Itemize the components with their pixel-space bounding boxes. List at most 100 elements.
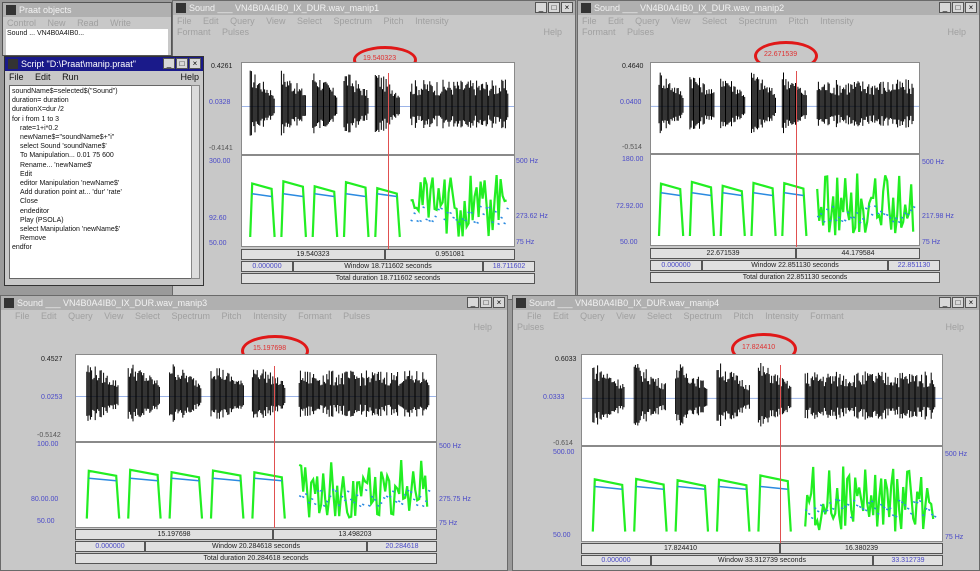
maximize-button[interactable]: □ — [176, 58, 188, 69]
menu-query[interactable]: Query — [635, 16, 660, 26]
window-titlebar[interactable]: Sound ___ VN4B0A4IB0_IX_DUR.wav_manip1 _… — [173, 1, 575, 15]
menu-spectrum[interactable]: Spectrum — [738, 16, 778, 26]
close-button[interactable]: × — [561, 2, 573, 13]
script-text-area[interactable]: soundName$=selected$("Sound") duration= … — [9, 85, 193, 279]
selection-right-box[interactable]: 16.380239 — [780, 543, 943, 554]
menu-edit[interactable]: Edit — [608, 16, 624, 26]
window-duration-box[interactable]: Window 22.851130 seconds — [702, 260, 888, 271]
waveform-panel[interactable] — [75, 354, 437, 442]
total-duration-box[interactable]: Total duration 18.711602 seconds — [241, 273, 535, 284]
menu-spectrum[interactable]: Spectrum — [333, 16, 373, 26]
window-end-box[interactable]: 20.284618 — [367, 541, 437, 552]
menu-select[interactable]: Select — [701, 16, 727, 26]
menu-query[interactable]: Query — [230, 16, 255, 26]
menu-file[interactable]: File — [15, 311, 30, 321]
minimize-button[interactable]: _ — [467, 297, 479, 308]
window-end-box[interactable]: 18.711602 — [483, 261, 535, 272]
menu-pitch[interactable]: Pitch — [383, 16, 404, 26]
menu-view[interactable]: View — [104, 311, 124, 321]
window-duration-box[interactable]: Window 33.312739 seconds — [651, 555, 873, 566]
window-titlebar[interactable]: Sound ___ VN4B0A4IB0_IX_DUR.wav_manip4 _… — [513, 296, 979, 310]
menu-intensity[interactable]: Intensity — [820, 16, 854, 26]
maximize-button[interactable]: □ — [548, 2, 560, 13]
menu-help[interactable]: Help — [945, 322, 964, 332]
selection-left-box[interactable]: 15.197698 — [75, 529, 273, 540]
menu-new[interactable]: New — [47, 18, 66, 28]
window-titlebar[interactable]: Script "D:\Praat\manip.praat" _ □ × — [5, 57, 203, 71]
window-titlebar[interactable]: Sound ___ VN4B0A4IB0_IX_DUR.wav_manip3 _… — [1, 296, 507, 310]
menu-pulses[interactable]: Pulses — [517, 322, 545, 332]
menu-spectrum[interactable]: Spectrum — [683, 311, 723, 321]
selection-left-box[interactable]: 22.671539 — [650, 248, 796, 259]
menu-pulses[interactable]: Pulses — [627, 27, 655, 37]
menu-query[interactable]: Query — [68, 311, 93, 321]
pitch-panel[interactable] — [650, 154, 920, 246]
window-end-box[interactable]: 22.851130 — [888, 260, 940, 271]
selection-right-box[interactable]: 13.498203 — [273, 529, 437, 540]
script-scrollbar[interactable] — [191, 85, 200, 279]
window-end-box[interactable]: 33.312739 — [873, 555, 943, 566]
maximize-button[interactable]: □ — [952, 297, 964, 308]
waveform-panel[interactable] — [241, 62, 515, 155]
window-duration-box[interactable]: Window 20.284618 seconds — [145, 541, 367, 552]
pitch-panel[interactable] — [75, 442, 437, 528]
minimize-button[interactable]: _ — [535, 2, 547, 13]
window-titlebar[interactable]: Sound ___ VN4B0A4IB0_IX_DUR.wav_manip2 _… — [578, 1, 979, 15]
close-button[interactable]: × — [493, 297, 505, 308]
menu-help[interactable]: Help — [473, 322, 492, 332]
maximize-button[interactable]: □ — [480, 297, 492, 308]
maximize-button[interactable]: □ — [952, 2, 964, 13]
list-item[interactable]: Sound ... VN4B0A4IB0... — [7, 30, 85, 37]
menu-read[interactable]: Read — [77, 18, 99, 28]
window-titlebar[interactable]: Praat objects — [3, 3, 171, 17]
menu-query[interactable]: Query — [580, 311, 605, 321]
menu-help[interactable]: Help — [543, 27, 562, 37]
menu-pitch[interactable]: Pitch — [221, 311, 242, 321]
window-duration-box[interactable]: Window 18.711602 seconds — [293, 261, 483, 272]
menu-formant[interactable]: Formant — [177, 27, 211, 37]
menu-select[interactable]: Select — [134, 311, 160, 321]
menu-file[interactable]: File — [177, 16, 192, 26]
window-start-box[interactable]: 0.000000 — [75, 541, 145, 552]
menu-file[interactable]: File — [582, 16, 597, 26]
menu-file[interactable]: File — [9, 72, 24, 82]
window-start-box[interactable]: 0.000000 — [581, 555, 651, 566]
minimize-button[interactable]: _ — [939, 297, 951, 308]
menu-spectrum[interactable]: Spectrum — [171, 311, 211, 321]
selection-right-box[interactable]: 44.179584 — [796, 248, 920, 259]
close-button[interactable]: × — [965, 297, 977, 308]
waveform-panel[interactable] — [650, 62, 920, 154]
menu-pulses[interactable]: Pulses — [343, 311, 371, 321]
menu-control[interactable]: Control — [7, 18, 37, 28]
menu-help[interactable]: Help — [947, 27, 966, 37]
menu-edit[interactable]: Edit — [553, 311, 569, 321]
menu-intensity[interactable]: Intensity — [765, 311, 799, 321]
menu-view[interactable]: View — [266, 16, 286, 26]
total-duration-box[interactable]: Total duration 22.851130 seconds — [650, 272, 940, 283]
menu-select[interactable]: Select — [646, 311, 672, 321]
menu-view[interactable]: View — [671, 16, 691, 26]
menu-edit[interactable]: Edit — [35, 72, 51, 82]
menu-formant[interactable]: Formant — [298, 311, 332, 321]
object-list[interactable]: Sound ... VN4B0A4IB0... — [6, 29, 168, 55]
minimize-button[interactable]: _ — [163, 58, 175, 69]
close-button[interactable]: × — [189, 58, 201, 69]
total-duration-box[interactable]: Total duration 20.284618 seconds — [75, 553, 437, 564]
window-start-box[interactable]: 0.000000 — [241, 261, 293, 272]
menu-write[interactable]: Write — [110, 18, 131, 28]
menu-formant[interactable]: Formant — [810, 311, 844, 321]
menu-run[interactable]: Run — [62, 72, 79, 82]
menu-file[interactable]: File — [527, 311, 542, 321]
selection-left-box[interactable]: 17.824410 — [581, 543, 780, 554]
menu-formant[interactable]: Formant — [582, 27, 616, 37]
pitch-panel[interactable] — [581, 446, 943, 542]
menu-select[interactable]: Select — [296, 16, 322, 26]
waveform-panel[interactable] — [581, 354, 943, 446]
menu-pulses[interactable]: Pulses — [222, 27, 250, 37]
menu-edit[interactable]: Edit — [41, 311, 57, 321]
menu-edit[interactable]: Edit — [203, 16, 219, 26]
menu-view[interactable]: View — [616, 311, 636, 321]
window-start-box[interactable]: 0.000000 — [650, 260, 702, 271]
selection-left-box[interactable]: 19.540323 — [241, 249, 385, 260]
menu-pitch[interactable]: Pitch — [788, 16, 809, 26]
